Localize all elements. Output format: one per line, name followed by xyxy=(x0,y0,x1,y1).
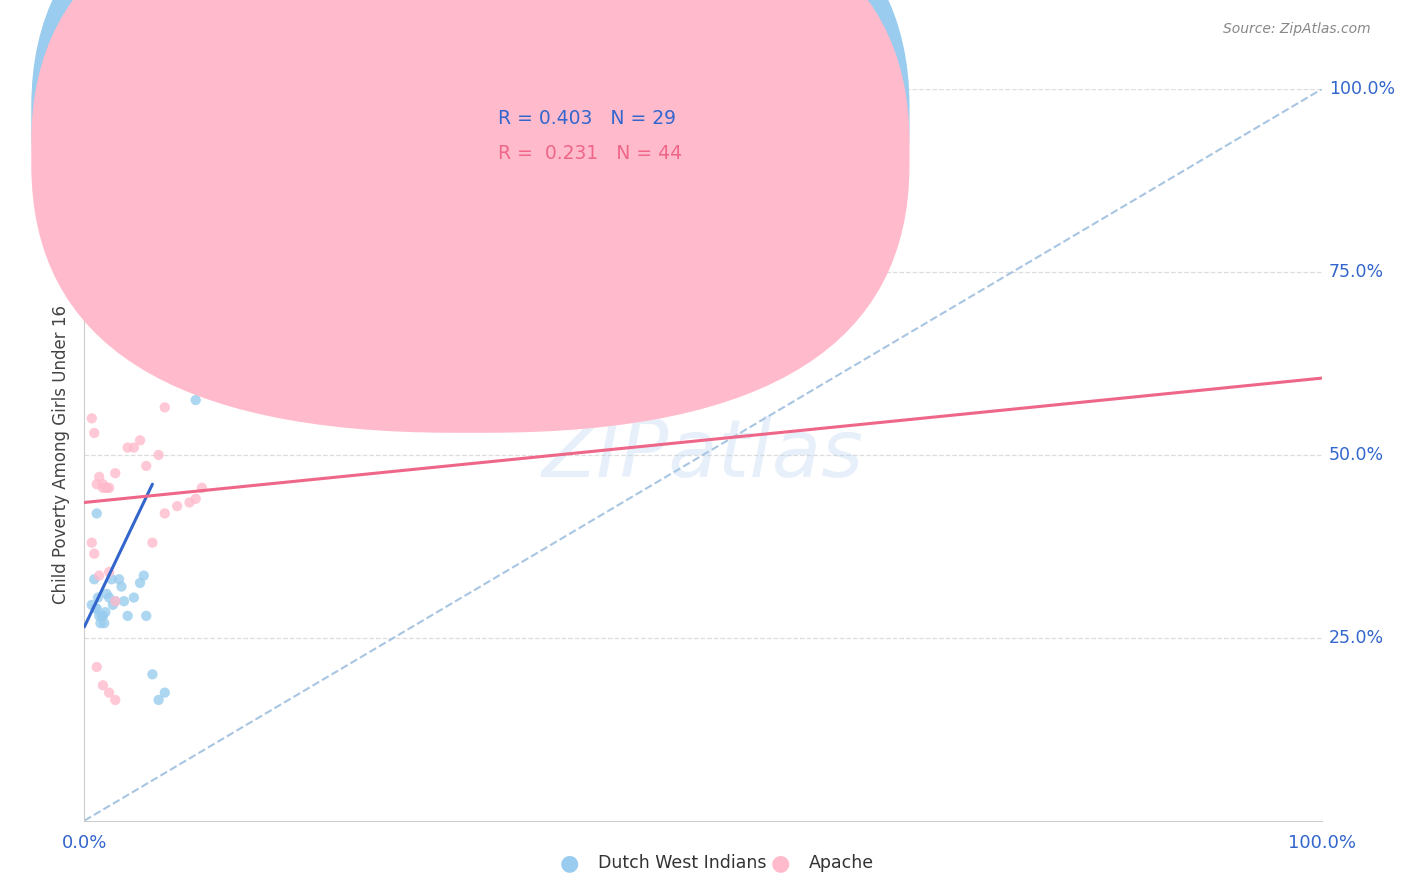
Point xyxy=(96,481,118,495)
Point xyxy=(153,401,176,415)
Text: 25.0%: 25.0% xyxy=(1329,629,1384,647)
Point xyxy=(141,535,163,549)
Point xyxy=(94,605,117,619)
Point xyxy=(91,481,114,495)
Point xyxy=(104,693,127,707)
Point xyxy=(83,96,105,111)
Point xyxy=(91,608,114,623)
Point xyxy=(179,495,201,509)
Point xyxy=(160,356,183,371)
Text: Dutch West Indians: Dutch West Indians xyxy=(598,855,766,872)
Text: R =  0.231   N = 44: R = 0.231 N = 44 xyxy=(498,144,682,163)
Point xyxy=(104,96,127,111)
Point xyxy=(191,481,214,495)
Point xyxy=(184,375,207,389)
Point xyxy=(132,568,155,582)
Point xyxy=(98,96,121,111)
Point xyxy=(129,576,152,591)
Point xyxy=(84,601,107,615)
Point xyxy=(101,598,124,612)
Text: Source: ZipAtlas.com: Source: ZipAtlas.com xyxy=(1223,22,1371,37)
Point xyxy=(98,686,121,700)
Point xyxy=(80,535,103,549)
Point xyxy=(96,481,118,495)
Point xyxy=(91,477,114,491)
Point xyxy=(89,608,111,623)
Point xyxy=(141,667,163,681)
Y-axis label: Child Poverty Among Girls Under 16: Child Poverty Among Girls Under 16 xyxy=(52,305,70,605)
Point xyxy=(87,591,110,605)
Point xyxy=(86,477,108,491)
Point xyxy=(80,598,103,612)
Point xyxy=(83,425,105,440)
Point xyxy=(100,572,122,586)
Point xyxy=(83,572,105,586)
Point xyxy=(98,481,121,495)
Point xyxy=(89,470,111,484)
Point xyxy=(86,660,108,674)
Point xyxy=(148,448,170,462)
Point xyxy=(89,96,111,111)
Text: Apache: Apache xyxy=(808,855,873,872)
Point xyxy=(86,601,108,615)
Text: R = 0.403   N = 29: R = 0.403 N = 29 xyxy=(498,109,676,128)
Text: ●: ● xyxy=(560,854,579,873)
Point xyxy=(98,565,121,579)
Point xyxy=(108,572,131,586)
Point xyxy=(83,547,105,561)
Text: 75.0%: 75.0% xyxy=(1329,263,1384,281)
Point xyxy=(91,678,114,692)
Point xyxy=(93,616,115,631)
Point xyxy=(135,458,157,473)
Point xyxy=(135,608,157,623)
Point xyxy=(153,686,176,700)
Point xyxy=(110,580,132,594)
Point xyxy=(148,693,170,707)
Point xyxy=(89,616,111,631)
Point xyxy=(117,441,139,455)
Text: 100.0%: 100.0% xyxy=(1329,80,1395,98)
Point xyxy=(179,338,201,352)
Point xyxy=(104,594,127,608)
Point xyxy=(96,587,118,601)
Text: DUTCH WEST INDIAN VS APACHE CHILD POVERTY AMONG GIRLS UNDER 16 CORRELATION CHART: DUTCH WEST INDIAN VS APACHE CHILD POVERT… xyxy=(42,22,891,40)
Point xyxy=(80,411,103,425)
Point xyxy=(90,608,112,623)
Point xyxy=(117,608,139,623)
Point xyxy=(86,96,108,111)
Point xyxy=(122,591,145,605)
Point xyxy=(104,466,127,480)
Point xyxy=(166,499,188,513)
Point xyxy=(82,96,104,111)
Point xyxy=(79,96,101,111)
Point xyxy=(89,568,111,582)
Text: ZIPatlas: ZIPatlas xyxy=(541,416,865,494)
Point xyxy=(153,507,176,521)
Point xyxy=(104,594,127,608)
Point xyxy=(129,434,152,448)
Point xyxy=(184,491,207,506)
Point xyxy=(112,594,135,608)
Point xyxy=(166,305,188,319)
Point xyxy=(184,393,207,408)
Point xyxy=(122,441,145,455)
Text: ●: ● xyxy=(770,854,790,873)
Point xyxy=(91,96,114,111)
Text: 50.0%: 50.0% xyxy=(1329,446,1384,464)
Point xyxy=(98,591,121,605)
Point xyxy=(86,507,108,521)
Point xyxy=(172,305,194,319)
